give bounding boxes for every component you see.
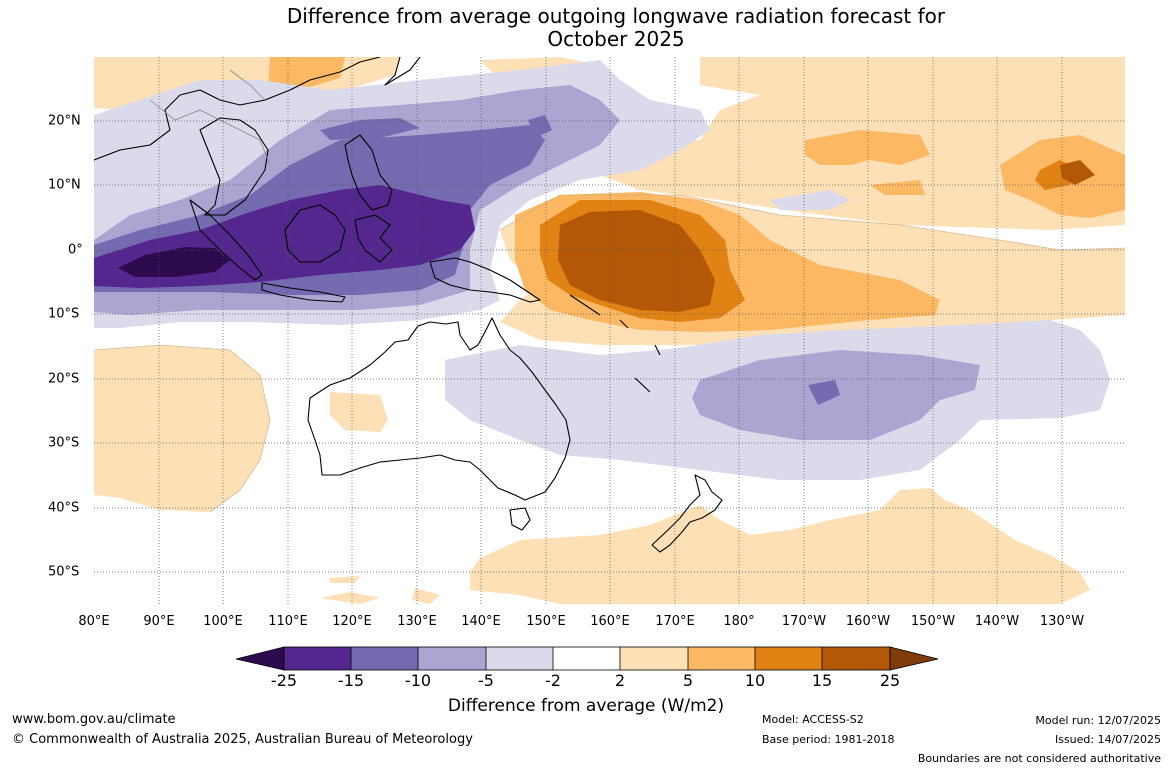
sulawesi-coastline (354, 214, 393, 263)
lat-label: 40°S (48, 500, 80, 516)
lon-label: 160°W (845, 614, 891, 629)
colorbar-segment (688, 647, 755, 670)
colorbar-tick: 2 (614, 671, 626, 690)
java-coastline (261, 282, 346, 303)
shading-15-to-25 (558, 160, 1095, 312)
colorbar-segment (553, 647, 620, 670)
footer-issued: Issued: 14/07/2025 (1054, 733, 1161, 746)
lon-label: 100°E (203, 614, 243, 629)
footer-copyright: © Commonwealth of Australia 2025, Austra… (12, 732, 473, 747)
australia-coastline (307, 317, 571, 501)
colorbar-tick: -2 (545, 671, 561, 690)
lon-label: 160°E (590, 614, 630, 629)
lon-label: 130°E (397, 614, 437, 629)
borneo-coastline (284, 204, 346, 263)
colorbar-label: Difference from average (W/m2) (447, 696, 725, 716)
footer-base-period: Base period: 1981-2018 (762, 733, 895, 746)
colorbar-tick: -25 (270, 671, 298, 690)
lat-label: 20°N (48, 113, 81, 129)
solomons-vanuatu-coastline (569, 294, 661, 393)
new-zealand-coastline (651, 474, 723, 553)
footer-url: www.bom.gov.au/climate (12, 712, 176, 727)
colorbar-tick: -10 (404, 671, 432, 690)
colorbar-tick: 5 (682, 671, 694, 690)
lat-label: 20°S (48, 371, 80, 387)
map-title-line-2: October 2025 (547, 27, 685, 51)
lon-label: 110°E (268, 614, 308, 629)
lon-label: 120°E (332, 614, 372, 629)
lon-label: 170°W (781, 614, 827, 629)
mainland-asia-coastline (94, 57, 381, 216)
colorbar-segment (418, 647, 486, 670)
lat-label: 10°S (48, 306, 80, 322)
lat-label: 0° (68, 242, 83, 258)
lon-label: 150°E (526, 614, 566, 629)
lon-label: 180° (723, 614, 755, 629)
footer-disclaimer: Boundaries are not considered authoritat… (917, 752, 1161, 765)
lon-label: 90°E (143, 614, 175, 629)
lat-label: 50°S (48, 564, 80, 580)
colorbar-arrow-low (235, 646, 285, 671)
colorbar-tick: -5 (478, 671, 494, 690)
coastlines (94, 57, 723, 553)
shading-below-minus25 (118, 247, 230, 277)
tasmania-coastline (509, 507, 531, 531)
country-borders (149, 69, 271, 166)
japan-coastline (384, 57, 421, 86)
colorbar-dividers (283, 646, 891, 671)
lon-label: 140°E (461, 614, 501, 629)
colorbar-segment (486, 647, 553, 670)
colorbar-tick: 15 (811, 671, 833, 690)
contour-outlines (94, 194, 1125, 513)
colorbar-segment (620, 647, 688, 670)
anomaly-shading (94, 57, 1125, 604)
sumatra-coastline (189, 199, 263, 281)
colorbar-tick: -15 (337, 671, 365, 690)
lon-label: 80°E (78, 614, 110, 629)
colorbar-tick: 25 (879, 671, 901, 690)
lon-label: 150°W (910, 614, 956, 629)
colorbar-tick: 10 (744, 671, 766, 690)
graticule (94, 57, 1125, 604)
colorbar-segment (755, 647, 822, 670)
map-title-line-1: Difference from average outgoing longwav… (286, 4, 946, 28)
lat-label: 10°N (48, 177, 81, 193)
philippines-coastline (344, 134, 393, 211)
footer-model: Model: ACCESS-S2 (762, 713, 864, 726)
lon-label: 170°E (655, 614, 695, 629)
colorbar-segment (351, 647, 418, 670)
lon-label: 140°W (974, 614, 1020, 629)
colorbar-arrow-high (889, 646, 939, 671)
lat-label: 30°S (48, 435, 80, 451)
new-guinea-coastline (429, 257, 541, 303)
lon-label: 130°W (1039, 614, 1085, 629)
colorbar-segment (822, 647, 890, 670)
footer-model-run: Model run: 12/07/2025 (1035, 714, 1161, 727)
colorbar-segment (284, 647, 351, 670)
